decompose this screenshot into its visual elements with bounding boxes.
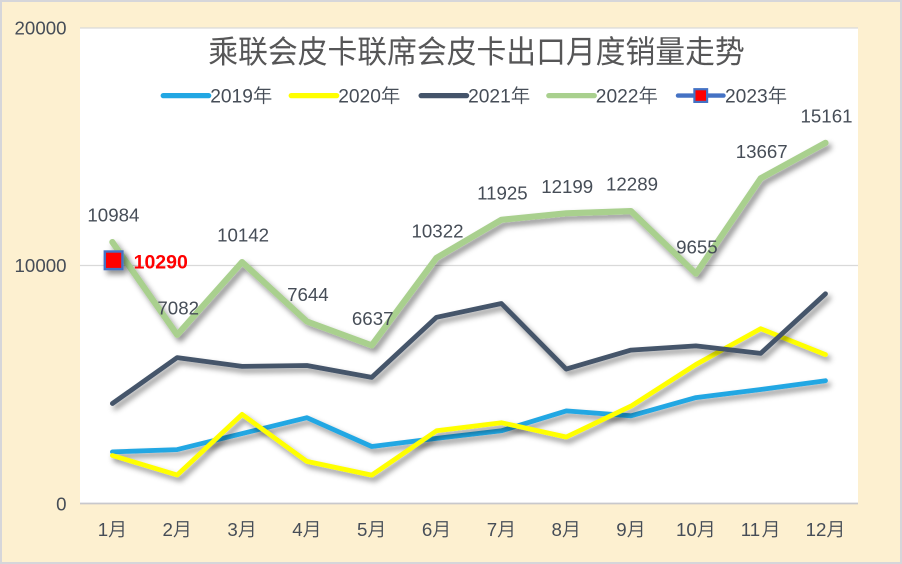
svg-text:9: 9	[616, 519, 626, 540]
svg-text:6: 6	[422, 519, 432, 540]
svg-text:5: 5	[357, 519, 367, 540]
svg-text:2019: 2019	[210, 87, 253, 108]
svg-text:7644: 7644	[287, 284, 329, 305]
svg-text:2020: 2020	[338, 87, 381, 108]
svg-text:13667: 13667	[736, 141, 788, 162]
svg-text:1: 1	[98, 519, 108, 540]
svg-text:10000: 10000	[15, 255, 67, 276]
svg-text:10: 10	[676, 519, 697, 540]
svg-text:12: 12	[806, 519, 827, 540]
svg-text:4: 4	[292, 519, 302, 540]
svg-text:10984: 10984	[87, 205, 139, 226]
svg-text:10322: 10322	[412, 221, 464, 242]
svg-text:11925: 11925	[477, 182, 528, 203]
svg-text:2023: 2023	[725, 87, 768, 108]
svg-text:20000: 20000	[15, 18, 67, 39]
svg-text:3: 3	[227, 519, 237, 540]
svg-text:15161: 15161	[801, 106, 853, 127]
svg-text:12289: 12289	[606, 174, 658, 195]
svg-text:7082: 7082	[157, 297, 199, 318]
svg-text:9655: 9655	[676, 236, 718, 257]
svg-text:11: 11	[741, 519, 760, 540]
svg-text:10290: 10290	[134, 251, 188, 273]
svg-text:12199: 12199	[541, 176, 593, 197]
svg-text:2: 2	[163, 519, 173, 540]
svg-text:7: 7	[487, 519, 497, 540]
svg-text:6637: 6637	[352, 308, 394, 329]
svg-text:2022: 2022	[596, 87, 639, 108]
svg-text:0: 0	[56, 494, 66, 515]
svg-text:10142: 10142	[217, 225, 269, 246]
svg-text:8: 8	[552, 519, 562, 540]
svg-text:2021: 2021	[468, 87, 511, 108]
